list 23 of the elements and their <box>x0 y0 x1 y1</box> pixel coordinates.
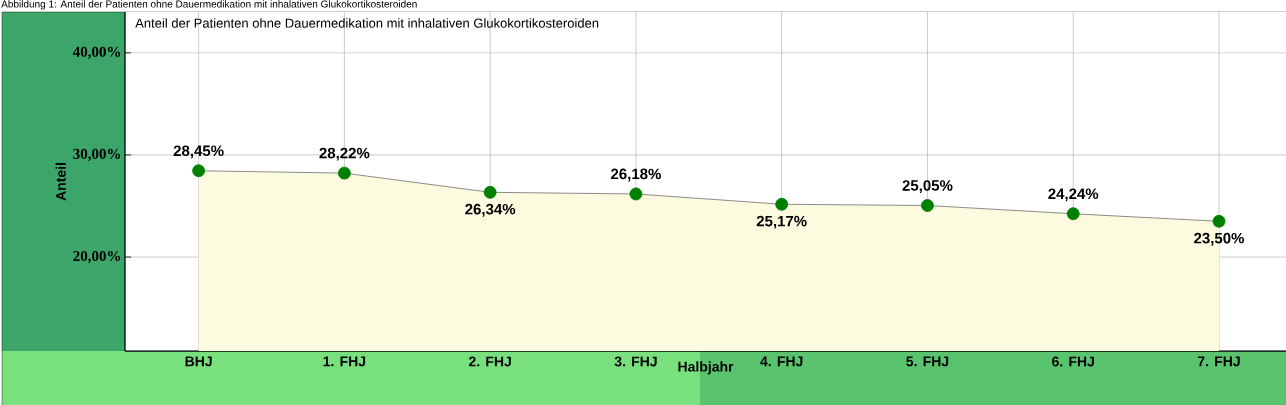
chart-title: Anteil der Patienten ohne Dauermedikation mit inhalativen Glukokortikosteroiden <box>135 18 599 28</box>
x-tick-label: BHJ <box>185 356 212 367</box>
data-label: 28,22% <box>319 147 370 161</box>
data-label: 25,05% <box>902 180 953 193</box>
y-axis-title: Anteil <box>55 163 66 201</box>
y-tick-label: 20,00% <box>73 250 121 264</box>
x-tick-label: 7. FHJ <box>1197 356 1240 367</box>
x-tick-label: 6. FHJ <box>1052 356 1094 367</box>
data-label: 25,17% <box>756 215 807 229</box>
y-tick-label: 40,00% <box>72 46 121 59</box>
x-tick-label: 2. FHJ <box>468 356 511 367</box>
x-tick-label: 1. FHJ <box>323 356 366 367</box>
text: Abbildung 1: Anteil der Patienten ohne Dauermedikation mit inhalativen Glukokortikosteroiden <box>1 0 417 10</box>
data-label: 26,18% <box>611 168 661 182</box>
data-label: 28,45% <box>173 145 224 159</box>
data-label: 24,24% <box>1048 188 1099 202</box>
x-tick-label: 5. FHJ <box>906 356 949 367</box>
x-tick-label: 4. FHJ <box>760 356 803 367</box>
x-axis-title: Halbjahr <box>678 361 734 375</box>
y-tick-label: 30,00% <box>73 148 121 162</box>
data-label: 26,34% <box>465 203 516 217</box>
x-tick-label: 3. FHJ <box>614 356 657 367</box>
data-label: 23,50% <box>1194 232 1245 246</box>
